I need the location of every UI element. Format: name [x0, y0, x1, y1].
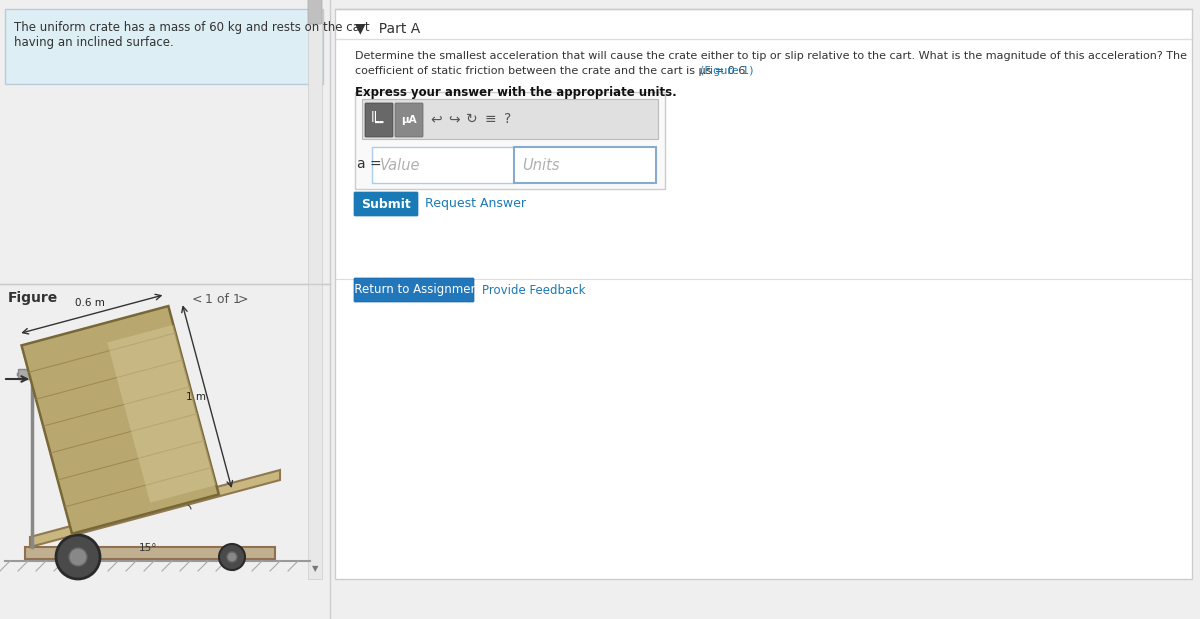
- Polygon shape: [107, 325, 216, 503]
- FancyBboxPatch shape: [395, 103, 424, 137]
- Circle shape: [220, 544, 245, 570]
- Text: Submit: Submit: [361, 197, 410, 210]
- Bar: [18, 369, 38, 379]
- Text: 1 of 1: 1 of 1: [205, 293, 241, 306]
- Text: Determine the smallest acceleration that will cause the crate either to tip or s: Determine the smallest acceleration that…: [355, 51, 1187, 61]
- Circle shape: [70, 548, 88, 566]
- Bar: [362, 99, 658, 139]
- Circle shape: [56, 535, 100, 579]
- Bar: [25, 547, 275, 559]
- Text: ≡: ≡: [484, 112, 496, 126]
- Bar: [308, 9, 322, 579]
- FancyBboxPatch shape: [308, 0, 322, 24]
- Text: having an inclined surface.: having an inclined surface.: [14, 36, 174, 49]
- Text: 0.6 m: 0.6 m: [74, 298, 104, 308]
- Text: <: <: [192, 293, 203, 306]
- Polygon shape: [30, 470, 280, 547]
- Text: a =: a =: [358, 157, 382, 171]
- Text: 1 m: 1 m: [186, 392, 206, 402]
- Text: The uniform crate has a mass of 60 kg and rests on the cart: The uniform crate has a mass of 60 kg an…: [14, 21, 370, 34]
- Bar: [5, 9, 323, 84]
- Text: ↩: ↩: [430, 112, 442, 126]
- Text: ‗‗: ‗‗: [374, 116, 383, 124]
- Text: Request Answer: Request Answer: [425, 197, 526, 210]
- Text: 15°: 15°: [139, 543, 157, 553]
- Bar: [514, 147, 656, 183]
- Text: Provide Feedback: Provide Feedback: [482, 284, 586, 297]
- Text: ▼: ▼: [312, 564, 318, 573]
- Text: coefficient of static friction between the crate and the cart is μs = 0.6.: coefficient of static friction between t…: [355, 66, 749, 76]
- FancyBboxPatch shape: [354, 192, 418, 216]
- Bar: [335, 9, 1192, 579]
- Text: ||: ||: [371, 111, 378, 121]
- Text: ‹ Return to Assignment: ‹ Return to Assignment: [346, 284, 482, 297]
- Text: ▼   Part A: ▼ Part A: [355, 21, 420, 35]
- Polygon shape: [22, 306, 218, 534]
- Text: μA: μA: [401, 115, 416, 125]
- Text: Units: Units: [522, 157, 559, 173]
- Text: ↪: ↪: [448, 112, 460, 126]
- Text: Value: Value: [380, 157, 420, 173]
- Text: Figure: Figure: [8, 291, 59, 305]
- Text: ↻: ↻: [466, 112, 478, 126]
- FancyBboxPatch shape: [354, 278, 474, 302]
- Bar: [355, 92, 665, 189]
- Text: ?: ?: [504, 112, 511, 126]
- Text: (Figure 1): (Figure 1): [700, 66, 754, 76]
- Circle shape: [227, 552, 238, 562]
- Text: >: >: [238, 293, 248, 306]
- Text: Express your answer with the appropriate units.: Express your answer with the appropriate…: [355, 86, 677, 99]
- Bar: [372, 147, 514, 183]
- FancyBboxPatch shape: [365, 103, 394, 137]
